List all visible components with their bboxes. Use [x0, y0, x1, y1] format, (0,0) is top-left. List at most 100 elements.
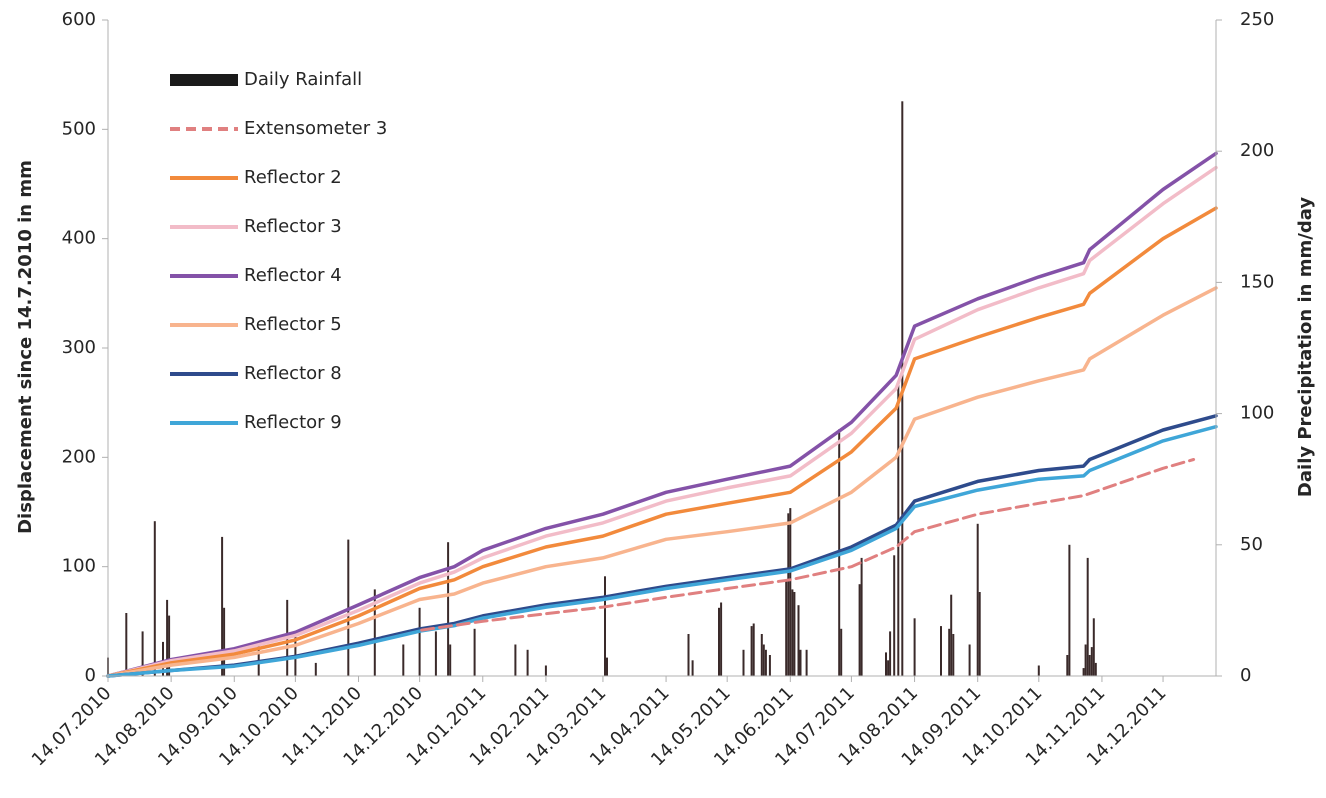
rainfall-bar	[718, 607, 720, 676]
rainfall-bar	[913, 618, 916, 676]
rainfall-bar	[752, 623, 755, 676]
rainfall-bar	[720, 602, 723, 676]
rainfall-bar	[449, 644, 452, 676]
rainfall-bar	[742, 649, 745, 676]
rainfall-bar	[1088, 655, 1091, 676]
displacement-series	[106, 151, 1218, 678]
rainfall-bar	[948, 628, 951, 676]
y2-tick-label: 100	[1240, 403, 1274, 424]
rainfall-bar	[402, 644, 405, 676]
rainfall-bar	[768, 655, 771, 676]
rainfall-bar	[153, 521, 156, 676]
rainfall-bar	[223, 607, 226, 676]
rainfall-bar	[797, 605, 800, 676]
rainfall-bar	[791, 589, 794, 676]
rainfall-bar	[764, 649, 767, 676]
rainfall-bar	[1066, 655, 1069, 676]
rainfall-bar	[166, 599, 169, 676]
rainfall-bar	[1094, 662, 1097, 676]
rainfall-bar	[125, 613, 128, 676]
legend-label-reflector-8: Reflector 8	[244, 363, 342, 384]
rainfall-bar	[526, 649, 529, 676]
legend-label-reflector-4: Reflector 4	[244, 265, 342, 286]
rainfall-bar	[885, 652, 887, 676]
rainfall-bar	[373, 589, 376, 676]
rainfall-bar	[1068, 544, 1071, 676]
y2-tick-label: 0	[1240, 665, 1251, 686]
rainfall-bar	[514, 644, 517, 676]
rainfall-bar	[257, 641, 260, 676]
rainfall-bar	[789, 508, 792, 676]
rainfall-bar	[447, 542, 450, 676]
rainfall-bar	[805, 649, 808, 676]
rainfall-bar	[897, 382, 900, 676]
y2-tick-label: 250	[1240, 9, 1274, 30]
rainfall-bar	[799, 649, 802, 676]
y2-axis-title: Daily Precipitation in mm/day	[1295, 197, 1316, 497]
y-tick-label: 300	[62, 337, 96, 358]
rainfall-bar	[1084, 644, 1087, 676]
rainfall-bar	[893, 555, 896, 676]
rainfall-bar	[840, 628, 843, 676]
rainfall-bar	[687, 634, 690, 676]
rainfall-bar	[168, 615, 171, 676]
y-tick-label: 600	[62, 9, 96, 30]
rainfall-bar	[1037, 665, 1040, 676]
series-line-reflector-3	[106, 165, 1218, 678]
y2-tick-label: 200	[1240, 140, 1274, 161]
rainfall-bar	[793, 592, 796, 676]
rainfall-bar	[434, 631, 437, 676]
y-tick-label: 0	[85, 665, 96, 686]
legend-label-reflector-9: Reflector 9	[244, 412, 342, 433]
rainfall-bar	[787, 513, 790, 676]
rainfall-bar	[1090, 647, 1093, 676]
rainfall-bar	[762, 644, 765, 676]
rainfall-bar	[760, 634, 763, 676]
rainfall-bar	[606, 657, 608, 676]
legend-label-extensometer-3: Extensometer 3	[244, 118, 387, 139]
series-line-reflector-5	[106, 286, 1218, 678]
series-line-extensometer-3	[420, 458, 1196, 632]
rainfall-bar	[978, 592, 981, 676]
y-tick-label: 100	[62, 556, 96, 577]
legend-label-reflector-5: Reflector 5	[244, 314, 342, 335]
rainfall-bar	[950, 594, 953, 676]
legend: Daily Rainfall Extensometer 3 Reflector 2 R…	[170, 69, 387, 433]
legend-label-reflector-2: Reflector 2	[244, 167, 342, 188]
rainfall-bar	[1082, 668, 1085, 676]
rainfall-bar	[221, 536, 224, 676]
rainfall-bar	[1086, 557, 1089, 676]
rainfall-bar	[952, 634, 955, 676]
rainfall-bar	[858, 584, 861, 676]
rainfall-bar	[750, 626, 753, 676]
rainfall-bar	[418, 607, 421, 676]
legend-label-daily-rainfall: Daily Rainfall	[244, 69, 362, 90]
y2-tick-label: 50	[1240, 534, 1263, 555]
y-tick-label: 200	[62, 446, 96, 467]
rainfall-bar	[691, 660, 694, 676]
series-line-reflector-2	[106, 206, 1218, 678]
rainfall-bar	[473, 628, 476, 676]
rainfall-bar	[968, 644, 971, 676]
legend-label-reflector-3: Reflector 3	[244, 216, 342, 237]
rainfall-bar	[544, 665, 547, 676]
rainfall-bar	[976, 523, 979, 676]
y-tick-label: 400	[62, 228, 96, 249]
rainfall-bar	[604, 576, 606, 676]
series-line-reflector-9	[106, 424, 1218, 678]
rainfall-bar	[141, 631, 144, 676]
rainfall-bar	[940, 626, 942, 676]
series-line-reflector-4	[106, 151, 1218, 678]
rainfall-bar	[785, 581, 788, 676]
legend-swatch-daily-rainfall	[170, 74, 238, 86]
rainfall-bar	[1092, 618, 1095, 676]
y-tick-label: 500	[62, 118, 96, 139]
rainfall-bar	[162, 641, 164, 676]
y-axis-title: Displacement since 14.7.2010 in mm	[15, 160, 36, 534]
rainfall-bar	[887, 660, 890, 676]
rainfall-bar	[860, 557, 863, 676]
rainfall-bar	[314, 662, 317, 676]
y2-tick-label: 150	[1240, 271, 1274, 292]
rainfall-bar	[889, 631, 892, 676]
